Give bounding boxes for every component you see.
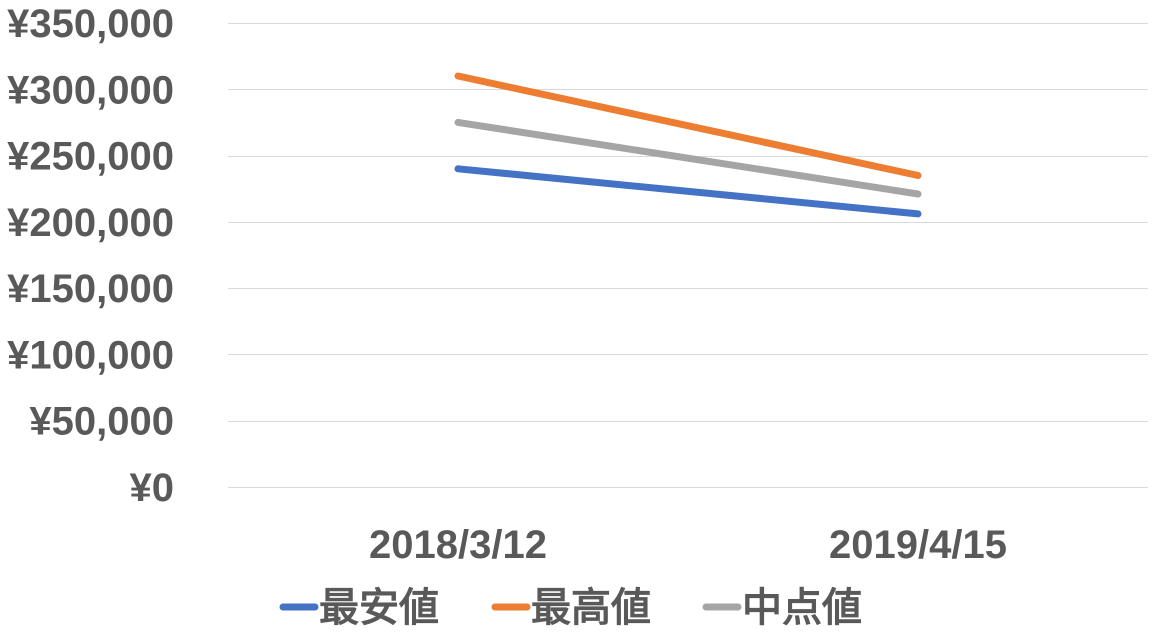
x-axis-tick-labels: 2018/3/12 2019/4/15: [369, 523, 1007, 567]
x-tick-label: 2019/4/15: [829, 523, 1007, 567]
x-tick-label: 2018/3/12: [369, 523, 547, 567]
legend: 最安値 最高値 中点値: [279, 585, 862, 631]
series-line-1: [454, 72, 922, 179]
series-lines: [454, 72, 922, 218]
legend-label-0: 最安値: [319, 585, 439, 631]
y-tick-label: ¥50,000: [29, 400, 174, 444]
y-tick-label: ¥250,000: [7, 135, 174, 179]
y-tick-label: ¥300,000: [7, 68, 174, 112]
y-tick-label: ¥350,000: [7, 2, 174, 46]
legend-label-1: 最高値: [531, 585, 651, 631]
series-line-0: [454, 165, 922, 218]
series-line-2: [454, 118, 922, 198]
legend-label-2: 中点値: [742, 585, 862, 631]
y-tick-label: ¥200,000: [7, 201, 174, 245]
y-tick-label: ¥0: [130, 466, 175, 510]
y-tick-label: ¥150,000: [7, 267, 174, 311]
y-axis-tick-labels: ¥0 ¥50,000 ¥100,000 ¥150,000 ¥200,000 ¥250,00…: [7, 2, 174, 510]
gridlines: [228, 23, 1148, 488]
y-tick-label: ¥100,000: [7, 333, 174, 377]
